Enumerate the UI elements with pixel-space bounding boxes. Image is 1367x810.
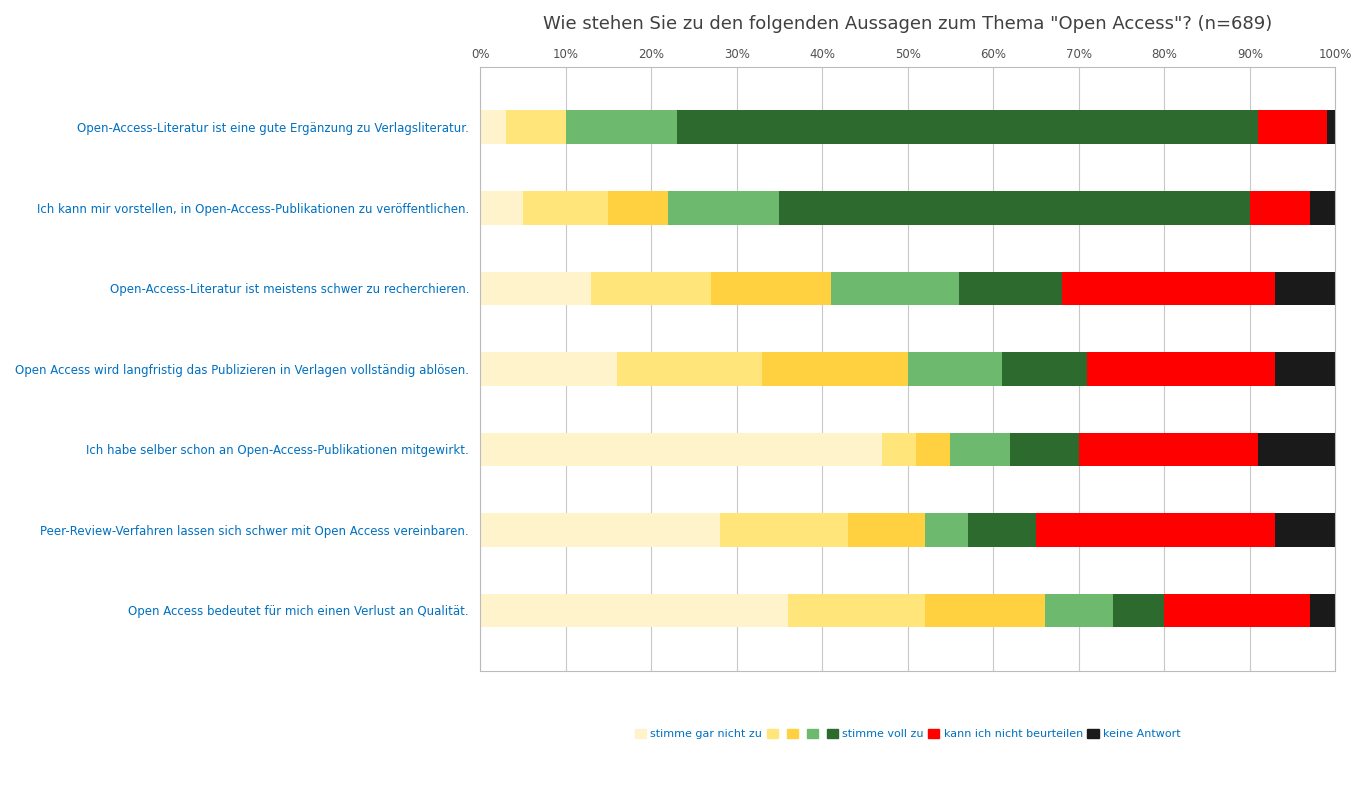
Bar: [480, 352, 617, 386]
Bar: [1087, 352, 1275, 386]
Bar: [950, 433, 1010, 467]
Bar: [779, 191, 1249, 225]
Bar: [882, 433, 916, 467]
Bar: [506, 110, 566, 144]
Bar: [566, 110, 677, 144]
Bar: [711, 271, 831, 305]
Bar: [1259, 433, 1336, 467]
Title: Wie stehen Sie zu den folgenden Aussagen zum Thema "Open Access"? (n=689): Wie stehen Sie zu den folgenden Aussagen…: [543, 15, 1273, 33]
Bar: [668, 191, 779, 225]
Bar: [908, 352, 1002, 386]
Bar: [1044, 594, 1113, 628]
Bar: [1327, 110, 1336, 144]
Bar: [787, 594, 925, 628]
Bar: [916, 433, 950, 467]
Bar: [719, 513, 848, 547]
Bar: [1010, 433, 1079, 467]
Bar: [1310, 594, 1336, 628]
Bar: [677, 110, 1259, 144]
Bar: [1310, 191, 1336, 225]
Bar: [480, 191, 522, 225]
Bar: [480, 110, 506, 144]
Bar: [925, 513, 968, 547]
Bar: [480, 271, 592, 305]
Bar: [925, 594, 1044, 628]
Bar: [1062, 271, 1275, 305]
Bar: [763, 352, 908, 386]
Bar: [1275, 352, 1336, 386]
Bar: [1275, 271, 1336, 305]
Bar: [480, 433, 882, 467]
Legend: stimme gar nicht zu, , , , stimme voll zu, kann ich nicht beurteilen, keine Antw: stimme gar nicht zu, , , , stimme voll z…: [630, 725, 1185, 744]
Bar: [480, 513, 719, 547]
Bar: [480, 594, 787, 628]
Bar: [1002, 352, 1087, 386]
Bar: [592, 271, 711, 305]
Bar: [1259, 110, 1327, 144]
Bar: [617, 352, 763, 386]
Bar: [848, 513, 925, 547]
Bar: [1275, 513, 1336, 547]
Bar: [831, 271, 960, 305]
Bar: [1165, 594, 1310, 628]
Bar: [1113, 594, 1165, 628]
Bar: [608, 191, 668, 225]
Bar: [1079, 433, 1259, 467]
Bar: [960, 271, 1062, 305]
Bar: [1036, 513, 1275, 547]
Bar: [968, 513, 1036, 547]
Bar: [1249, 191, 1310, 225]
Bar: [522, 191, 608, 225]
